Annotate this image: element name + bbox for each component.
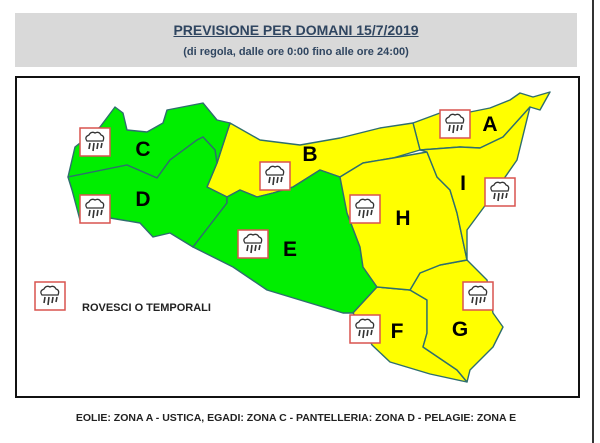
zone-label: F [391, 320, 404, 343]
zone-label: D [135, 188, 150, 211]
zone-label: B [302, 143, 317, 166]
zone-label: I [460, 172, 466, 195]
zone-h [339, 151, 468, 291]
showers-thunderstorm-icon [79, 194, 111, 224]
zone-label: C [135, 138, 150, 161]
islands-footnote: EOLIE: ZONA A - USTICA, EGADI: ZONA C - … [75, 412, 517, 424]
showers-thunderstorm-icon [439, 109, 471, 139]
showers-thunderstorm-icon [484, 177, 516, 207]
zone-i [419, 106, 531, 261]
zone-label: E [283, 238, 297, 261]
forecast-subtitle: (di regola, dalle ore 0:00 fino alle ore… [183, 46, 409, 58]
map-frame [15, 76, 580, 398]
showers-thunderstorm-icon [259, 161, 291, 191]
page-border [592, 0, 594, 443]
showers-thunderstorm-icon [349, 194, 381, 224]
showers-thunderstorm-icon [462, 281, 494, 311]
legend-showers-thunderstorm-icon [34, 281, 66, 311]
zone-label: A [482, 113, 497, 136]
zone-label: G [452, 318, 468, 341]
showers-thunderstorm-icon [79, 127, 111, 157]
forecast-title: PREVISIONE PER DOMANI 15/7/2019 [173, 22, 419, 38]
showers-thunderstorm-icon [349, 314, 381, 344]
forecast-header: PREVISIONE PER DOMANI 15/7/2019 (di rego… [15, 13, 577, 67]
legend-label: ROVESCI O TEMPORALI [82, 302, 211, 314]
showers-thunderstorm-icon [237, 229, 269, 259]
zone-label: H [395, 207, 410, 230]
